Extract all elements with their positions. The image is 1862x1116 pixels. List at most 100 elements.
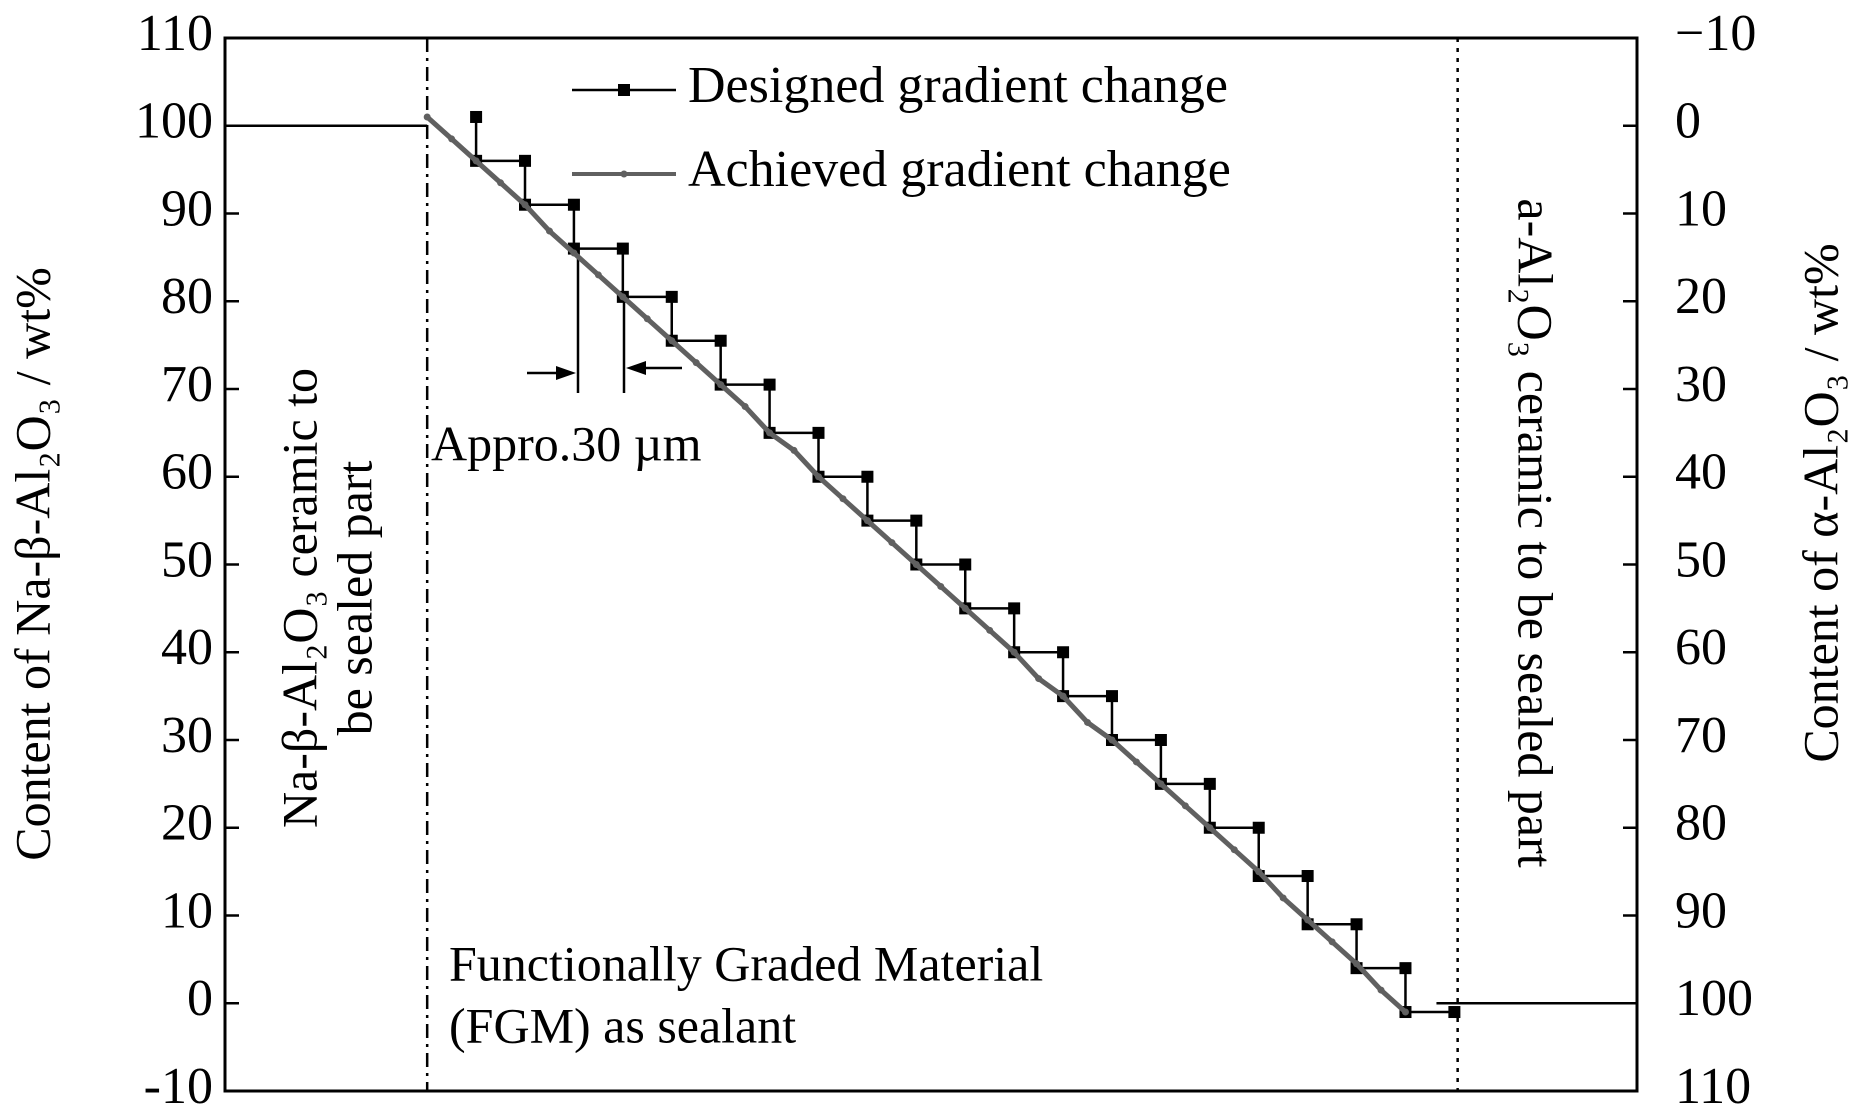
data-marker — [545, 227, 553, 235]
y2-tick-label: 0 — [1675, 93, 1701, 150]
y2-tick-label: −10 — [1675, 5, 1756, 62]
data-marker — [1108, 736, 1116, 744]
data-marker — [1154, 734, 1167, 746]
data-marker — [1304, 916, 1312, 924]
data-marker — [912, 561, 920, 568]
middle-region-label: Functionally Graded Material — [449, 935, 1043, 991]
data-marker — [567, 198, 580, 211]
right-region-label: a-Al₂O₃ ceramic to be sealed part — [1508, 198, 1564, 867]
data-marker — [790, 446, 798, 454]
y2-tick-label: 20 — [1675, 268, 1727, 325]
y2-tick-label: 90 — [1675, 882, 1727, 939]
data-marker — [1181, 802, 1189, 810]
data-marker — [470, 110, 483, 123]
y-tick-label: 80 — [161, 268, 213, 325]
data-marker — [521, 201, 529, 209]
legend-marker — [620, 170, 628, 178]
data-marker — [1203, 777, 1216, 790]
data-marker — [1255, 868, 1263, 876]
data-marker — [643, 315, 651, 323]
y2-tick-label: 60 — [1675, 619, 1727, 676]
data-marker — [717, 381, 725, 389]
data-marker — [959, 558, 972, 571]
middle-region-label: (FGM) as sealant — [449, 997, 796, 1053]
data-marker — [1010, 648, 1018, 656]
y-tick-label: 100 — [135, 93, 213, 150]
data-marker — [1252, 821, 1265, 834]
data-marker — [1157, 780, 1165, 788]
y-tick-label: 90 — [161, 180, 213, 237]
data-marker — [910, 514, 923, 527]
y-tick-label: -10 — [144, 1058, 213, 1115]
y-axis-label: Content of Na-β-Al₂O₃ / wt% — [4, 267, 60, 861]
data-marker — [423, 113, 431, 121]
data-marker — [961, 604, 969, 612]
data-marker — [594, 271, 602, 279]
data-marker — [668, 337, 676, 345]
y-tick-label: 70 — [161, 356, 213, 413]
data-marker — [519, 154, 532, 167]
data-marker — [839, 495, 847, 503]
y2-tick-label: 10 — [1675, 180, 1727, 237]
data-marker — [1230, 846, 1238, 854]
data-marker — [472, 157, 480, 165]
y2-tick-label: 40 — [1675, 444, 1727, 501]
data-marker — [1132, 758, 1140, 766]
data-marker — [1377, 986, 1385, 994]
y2-tick-label: 80 — [1675, 795, 1727, 852]
y-tick-label: 60 — [161, 444, 213, 501]
arrow-head — [556, 366, 576, 380]
data-marker — [814, 473, 822, 481]
data-marker — [861, 470, 874, 483]
data-marker — [619, 293, 627, 301]
data-marker — [812, 426, 825, 439]
data-marker — [570, 249, 578, 257]
data-marker — [714, 334, 727, 347]
data-marker — [1008, 602, 1021, 615]
data-marker — [1399, 962, 1412, 975]
data-marker — [1057, 646, 1070, 659]
data-marker — [1279, 894, 1287, 902]
data-marker — [692, 359, 700, 367]
data-marker — [616, 242, 629, 255]
data-marker — [1301, 870, 1314, 883]
step-width-label: Appro.30 µm — [431, 415, 702, 471]
data-marker — [766, 429, 774, 437]
y2-tick-label: 30 — [1675, 356, 1727, 413]
data-marker — [937, 582, 945, 590]
data-marker — [1448, 1006, 1461, 1019]
y2-tick-label: 50 — [1675, 531, 1727, 588]
data-marker — [1353, 960, 1361, 968]
data-marker — [1105, 690, 1118, 703]
y-tick-label: 40 — [161, 619, 213, 676]
data-marker — [1035, 675, 1043, 683]
y2-tick-label: 110 — [1675, 1058, 1751, 1115]
arrow-head — [626, 361, 646, 375]
y-tick-label: 20 — [161, 795, 213, 852]
y-tick-label: 110 — [137, 5, 213, 62]
data-marker — [1206, 824, 1214, 832]
y-tick-label: 10 — [161, 882, 213, 939]
data-marker — [1059, 692, 1067, 700]
y2-tick-label: 100 — [1675, 970, 1753, 1027]
data-marker — [1350, 918, 1363, 931]
data-marker — [1401, 1008, 1409, 1016]
data-marker — [448, 135, 456, 143]
data-marker — [763, 378, 776, 391]
data-marker — [986, 626, 994, 634]
left-region-label: be sealed part — [326, 460, 382, 735]
step-width-marker — [527, 251, 682, 393]
data-marker — [863, 517, 871, 525]
legend-marker — [618, 84, 630, 96]
data-marker — [1328, 938, 1336, 946]
legend-label: Designed gradient change — [688, 57, 1228, 114]
legend-label: Achieved gradient change — [688, 141, 1231, 198]
y-tick-label: 30 — [161, 707, 213, 764]
y2-axis-label: Content of α-Al₂O₃ / wt% — [1792, 243, 1848, 762]
data-marker — [1084, 718, 1092, 726]
data-marker — [888, 539, 896, 547]
y2-tick-label: 70 — [1675, 707, 1727, 764]
data-marker — [497, 179, 505, 187]
